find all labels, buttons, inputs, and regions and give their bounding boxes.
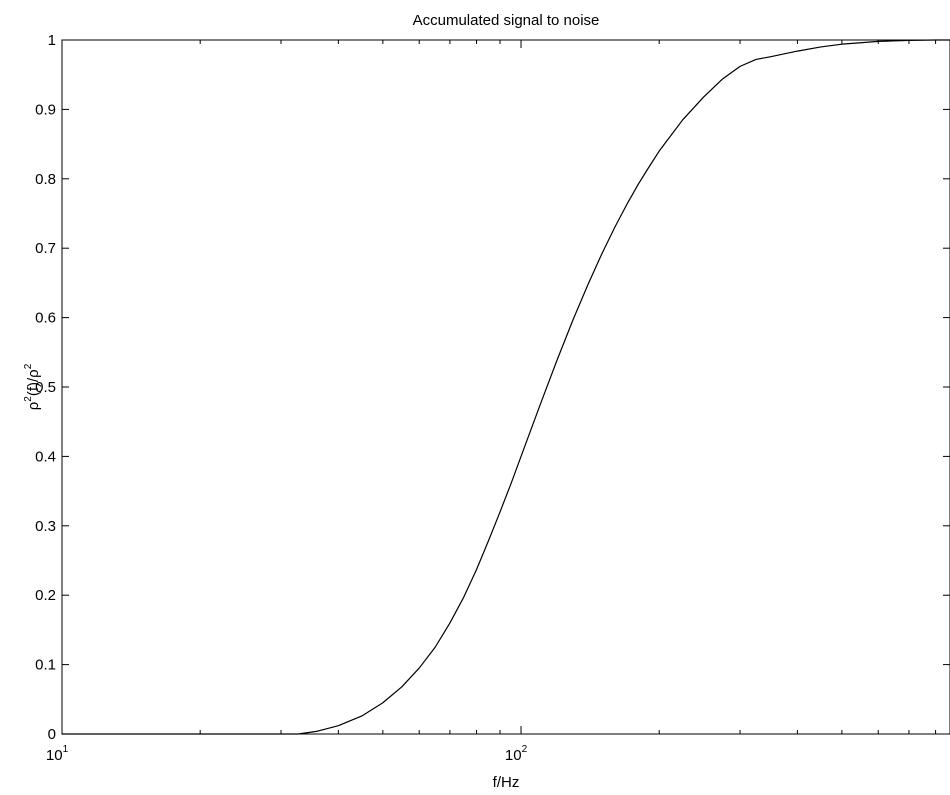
y-tick-label: 0.4	[35, 448, 56, 465]
y-tick-label: 0.3	[35, 518, 56, 535]
y-axis-label: ρ2(f)/ρ2	[23, 363, 42, 410]
y-tick-label: 1	[48, 32, 56, 49]
y-tick-label: 0.6	[35, 310, 56, 327]
y-tick-label: 0.2	[35, 587, 56, 604]
y-axis: 0 0.1 0.2 0.3 0.4 0.5 0.6 0.7 0.8 0.9 1	[35, 32, 950, 743]
y-tick-label: 0.5	[35, 379, 56, 396]
y-axis-label-mid: (f)/ρ	[25, 369, 42, 396]
series-line	[62, 39, 950, 735]
y-axis-label-sup1: 2	[23, 396, 34, 402]
y-tick-label: 0.7	[35, 240, 56, 257]
plot-area-frame	[61, 39, 950, 735]
y-tick-label: 0.1	[35, 657, 56, 674]
y-axis-label-sup2: 2	[23, 363, 34, 369]
x-tick-label: 102	[505, 744, 528, 764]
y-axis-label-base: ρ	[25, 402, 42, 411]
x-tick-label: 101	[46, 744, 69, 764]
x-axis-label: f/Hz	[493, 774, 520, 791]
y-tick-label: 0.8	[35, 171, 56, 188]
y-tick-label: 0.9	[35, 101, 56, 118]
x-axis: 101 102	[46, 40, 937, 764]
y-tick-label: 0	[48, 726, 56, 743]
chart-title: Accumulated signal to noise	[413, 12, 600, 29]
series-layer	[62, 39, 950, 735]
